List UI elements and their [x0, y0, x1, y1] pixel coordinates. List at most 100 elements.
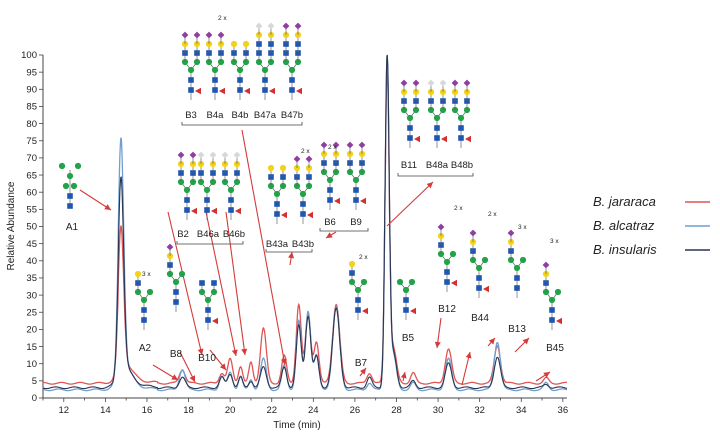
unknown-diamond — [439, 79, 447, 87]
mannose-circle — [273, 190, 281, 198]
arrow-head — [426, 182, 433, 189]
glcnac-square — [353, 187, 359, 193]
group-bracket — [176, 241, 244, 245]
mannose-circle — [433, 114, 441, 122]
glcnac-square — [228, 197, 234, 203]
glcnac-square — [434, 135, 440, 141]
fucose-triangle — [410, 307, 416, 315]
glcnac-square — [514, 285, 520, 291]
glcnac-square — [212, 87, 218, 93]
y-tick-label: 45 — [26, 239, 37, 250]
y-tick-label: 15 — [26, 342, 37, 353]
mannose-circle — [183, 186, 191, 194]
fucose-triangle — [307, 211, 313, 219]
glcnac-square — [141, 307, 147, 313]
y-tick-label: 90 — [26, 85, 37, 96]
mannose-circle — [227, 186, 235, 194]
y-tick-label: 55 — [26, 205, 37, 216]
multiplier-label: 2 x — [328, 144, 337, 151]
glcnac-square — [188, 87, 194, 93]
glycan-label: B43a — [266, 239, 289, 250]
arrow-head — [189, 375, 195, 382]
annotation-arrow — [167, 211, 203, 356]
unknown-diamond — [197, 151, 205, 159]
y-tick-label: 40 — [26, 256, 37, 267]
y-tick-label: 75 — [26, 136, 37, 147]
glycan-label: B3 — [185, 110, 197, 121]
x-tick-label: 24 — [308, 405, 319, 416]
glcnac-square — [444, 279, 450, 285]
mannose-circle — [146, 288, 154, 296]
glcnac-square — [549, 307, 555, 313]
glcnac-square — [327, 187, 333, 193]
fucose-triangle — [219, 87, 225, 95]
fucose-triangle — [334, 197, 340, 205]
peak-label-b7: B7 — [355, 358, 368, 369]
mannose-circle — [449, 250, 457, 258]
peak-label-b5: B5 — [402, 333, 415, 344]
glcnac-square — [67, 193, 73, 199]
mannose-circle — [513, 264, 521, 272]
glcnac-square — [514, 275, 520, 281]
glcnac-square — [184, 197, 190, 203]
y-tick-label: 10 — [26, 359, 37, 370]
x-tick-label: 30 — [433, 405, 444, 416]
arrow-head — [219, 363, 226, 370]
peak-label-b13: B13 — [508, 324, 526, 335]
glycan-label: B46b — [223, 229, 245, 240]
glcnac-square — [237, 87, 243, 93]
mannose-circle — [74, 162, 82, 170]
galactose-circle — [267, 164, 275, 172]
fucose-triangle — [191, 207, 197, 215]
group-bracket — [319, 228, 369, 232]
galactose-circle — [134, 270, 142, 278]
glcnac-square — [476, 275, 482, 281]
neuac-diamond — [189, 151, 197, 159]
fucose-triangle — [414, 135, 420, 143]
y-tick-label: 80 — [26, 119, 37, 130]
y-tick-label: 100 — [21, 50, 37, 61]
glycan-structures — [58, 22, 562, 330]
axes: 12 14 16 18 20 22 24 26 28 30 32 34 36 0 5 10 15 20 25 30 3… — [21, 50, 568, 416]
glycan-label: B48a — [426, 160, 449, 171]
group-bracket — [397, 173, 474, 177]
neuac-diamond — [507, 229, 515, 237]
glycan-label: B2 — [177, 229, 189, 240]
fucose-triangle — [211, 207, 217, 215]
galactose-circle — [279, 164, 287, 172]
fucose-triangle — [483, 285, 489, 293]
arrow-head — [197, 348, 204, 355]
neuac-diamond — [463, 79, 471, 87]
unknown-diamond — [255, 22, 263, 30]
neuac-diamond — [346, 141, 354, 149]
mannose-circle — [66, 172, 74, 180]
multiplier-label: 2 x — [218, 15, 227, 22]
glycan-label: B4b — [232, 110, 249, 121]
glcnac-square — [403, 307, 409, 313]
glcnac-square — [327, 197, 333, 203]
x-tick-label: 12 — [59, 405, 70, 416]
x-tick-label: 26 — [350, 405, 361, 416]
glcnac-square — [355, 307, 361, 313]
mannose-circle — [204, 296, 212, 304]
y-tick-label: 20 — [26, 325, 37, 336]
neuac-diamond — [332, 141, 340, 149]
neuac-diamond — [542, 261, 550, 269]
arrow-head — [522, 338, 529, 345]
glcnac-square — [205, 307, 211, 313]
annotation-arrow — [386, 181, 434, 227]
mannose-circle — [178, 270, 186, 278]
unknown-diamond — [221, 151, 229, 159]
mannose-circle — [360, 278, 368, 286]
glcnac-square — [407, 135, 413, 141]
galactose-circle — [348, 260, 356, 268]
glcnac-square — [434, 125, 440, 131]
mannose-circle — [261, 66, 269, 74]
chromatogram-traces — [42, 54, 568, 392]
x-axis-ticks: 12 14 16 18 20 22 24 26 28 30 32 34 36 — [42, 398, 568, 416]
neuac-diamond — [177, 151, 185, 159]
glycan-label: B48b — [451, 160, 473, 171]
glcnac-square — [458, 125, 464, 131]
neuac-diamond — [437, 223, 445, 231]
